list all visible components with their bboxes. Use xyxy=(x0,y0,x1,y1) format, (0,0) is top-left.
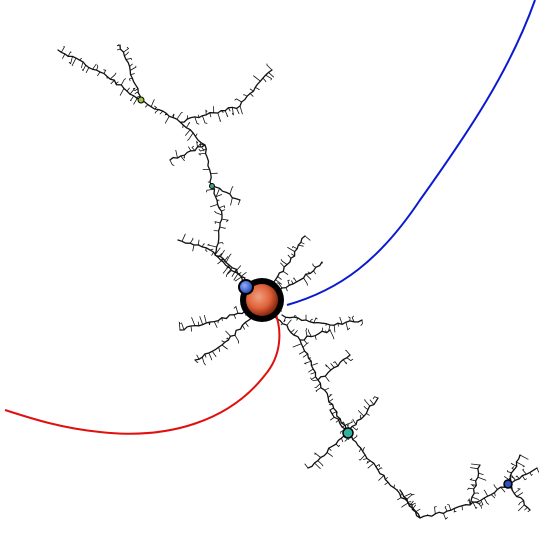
small-blue-bulb xyxy=(504,480,512,488)
page: Fractal {} html, body { margin: 0; paddi… xyxy=(0,0,539,537)
blue-bulb xyxy=(239,280,253,294)
background xyxy=(0,0,539,537)
body: (() => { const g = document.getElementBy… xyxy=(0,0,539,537)
teal-bulb xyxy=(343,428,353,438)
green-bulb xyxy=(138,97,144,103)
fractal-view xyxy=(0,0,539,537)
small-bulb xyxy=(210,184,215,189)
